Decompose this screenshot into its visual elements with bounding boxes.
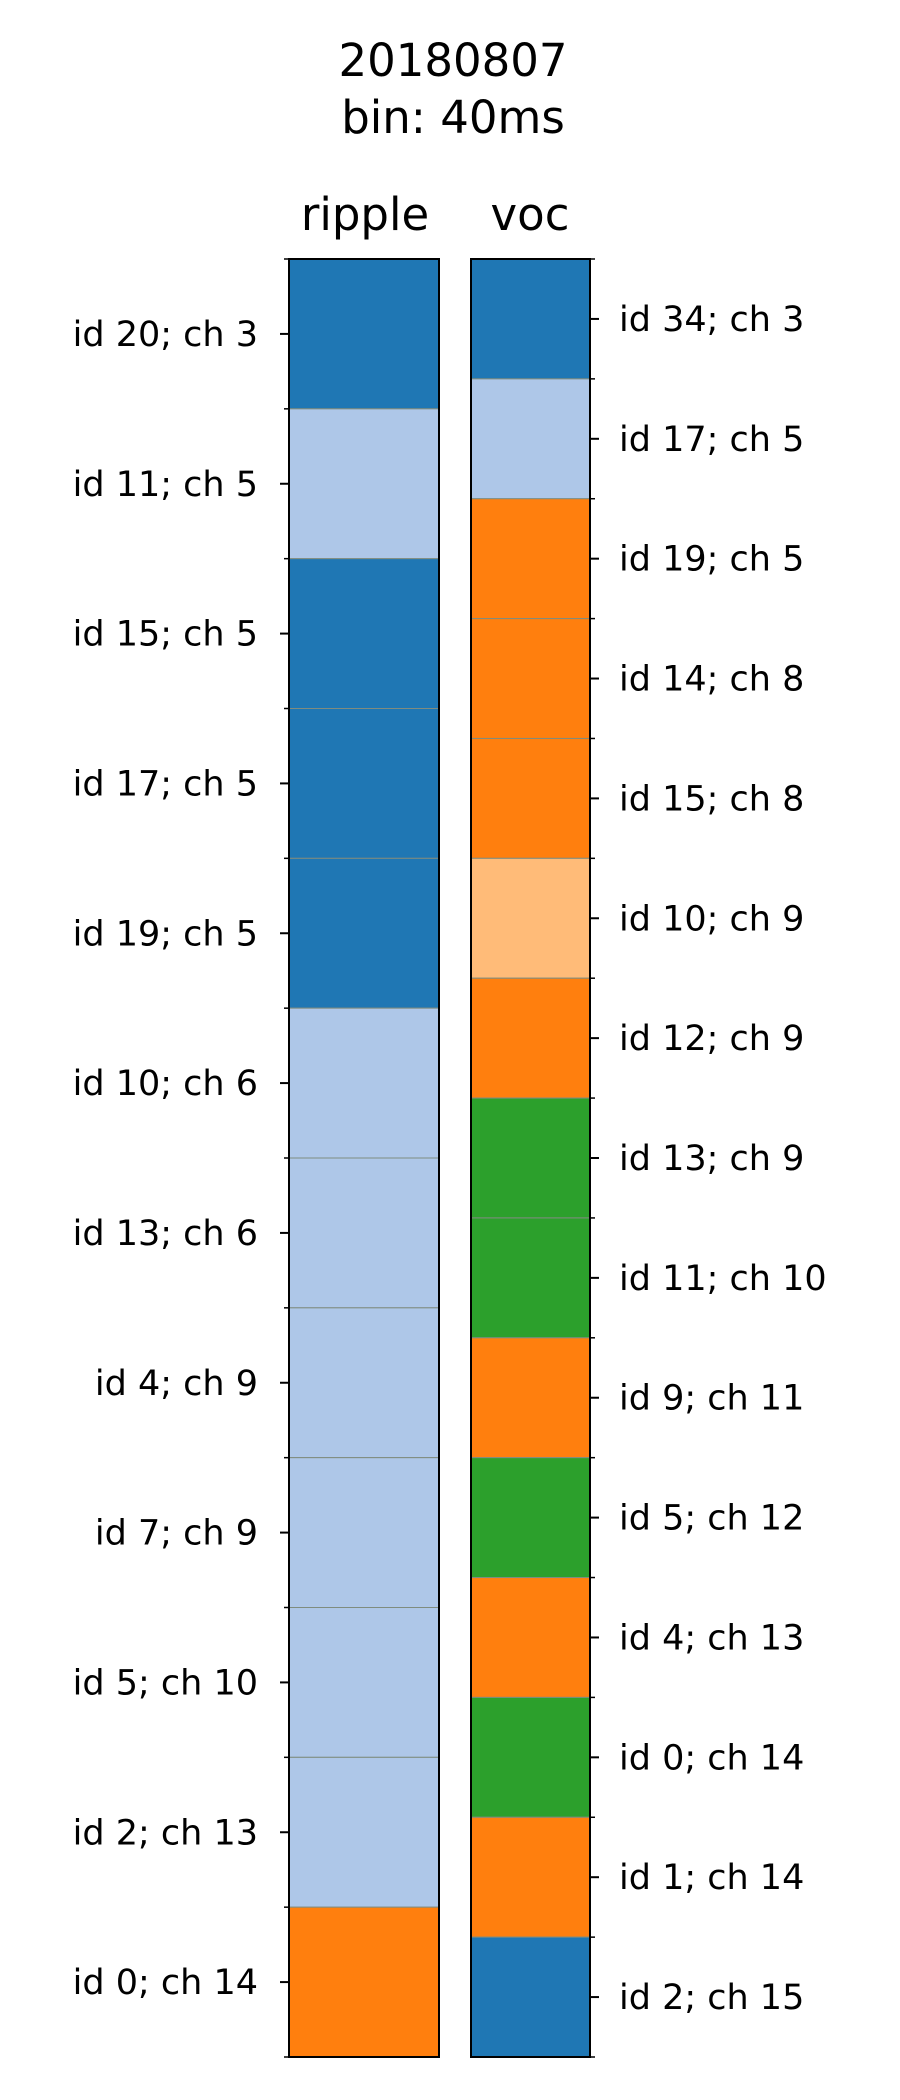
heatmap-cell [470, 498, 591, 620]
y-tick-label: id 11; ch 10 [619, 1259, 827, 1299]
heatmap-cell [470, 977, 591, 1099]
y-tick-label: id 4; ch 13 [619, 1618, 804, 1658]
heatmap-cell [470, 258, 591, 380]
heatmap-cell [288, 708, 440, 859]
panel-title-voc: voc [491, 188, 570, 241]
heatmap-cell [470, 737, 591, 859]
y-tick-label: id 7; ch 9 [95, 1514, 258, 1554]
chart-subtitle: bin: 40ms [341, 91, 565, 144]
heatmap-cell [470, 618, 591, 739]
heatmap-cell [288, 408, 440, 560]
heatmap-cell [470, 1816, 591, 1938]
y-tick-label: id 4; ch 9 [95, 1364, 258, 1404]
y-tick-label: id 10; ch 9 [619, 899, 804, 939]
y-tick-label: id 5; ch 12 [619, 1499, 804, 1539]
y-tick-label: id 12; ch 9 [619, 1019, 804, 1059]
y-tick-label: id 2; ch 15 [619, 1978, 804, 2018]
heatmap-cell [288, 1307, 440, 1459]
heatmap-cell [288, 1157, 440, 1309]
y-tick-label: id 13; ch 9 [619, 1139, 804, 1179]
y-tick-label: id 13; ch 6 [73, 1214, 258, 1254]
heatmap-cell [288, 857, 440, 1009]
chart-title: 20180807 [338, 34, 567, 87]
heatmap-cell [470, 857, 591, 979]
heatmap-cell [288, 1007, 440, 1159]
y-tick-label: id 9; ch 11 [619, 1379, 804, 1419]
heatmap-cell [470, 1936, 591, 2058]
heatmap-marks: id 20; ch 3 id 11; ch 5 id 15; ch 5 id 17; … [73, 258, 827, 2058]
heatmap-cell [470, 1577, 591, 1698]
panel-frame-ripple [288, 258, 440, 2058]
y-tick-label: id 10; ch 6 [73, 1064, 258, 1104]
y-tick-label: id 0; ch 14 [73, 1963, 258, 2003]
heatmap-cell [288, 1607, 440, 1758]
heatmap-cell [470, 1217, 591, 1339]
y-tick-label: id 2; ch 13 [73, 1813, 258, 1853]
panel-frame-voc [470, 258, 591, 2058]
heatmap-cell [288, 1457, 440, 1608]
heatmap-cell [470, 1696, 591, 1818]
y-tick-label: id 19; ch 5 [619, 540, 804, 580]
heatmap-cell [470, 378, 591, 500]
heatmap-cell [288, 1906, 440, 2058]
heatmap-cell [288, 1756, 440, 1908]
y-tick-label: id 17; ch 5 [619, 420, 804, 460]
y-tick-label: id 0; ch 14 [619, 1738, 804, 1778]
y-tick-label: id 5; ch 10 [73, 1663, 258, 1703]
y-tick-label: id 17; ch 5 [73, 764, 258, 804]
y-tick-label: id 15; ch 5 [73, 615, 258, 655]
y-tick-label: id 20; ch 3 [73, 315, 258, 355]
heatmap-cell [288, 258, 440, 410]
y-tick-label: id 19; ch 5 [73, 914, 258, 954]
panel-title-ripple: ripple [301, 188, 429, 241]
y-tick-label: id 11; ch 5 [73, 465, 258, 505]
heatmap-cell [470, 1097, 591, 1219]
heatmap-cell [470, 1457, 591, 1579]
y-tick-label: id 14; ch 8 [619, 660, 804, 700]
heatmap-cell [288, 558, 440, 710]
heatmap-cell [470, 1337, 591, 1459]
y-tick-label: id 34; ch 3 [619, 300, 804, 340]
y-tick-label: id 15; ch 8 [619, 779, 804, 819]
y-tick-label: id 1; ch 14 [619, 1858, 804, 1898]
